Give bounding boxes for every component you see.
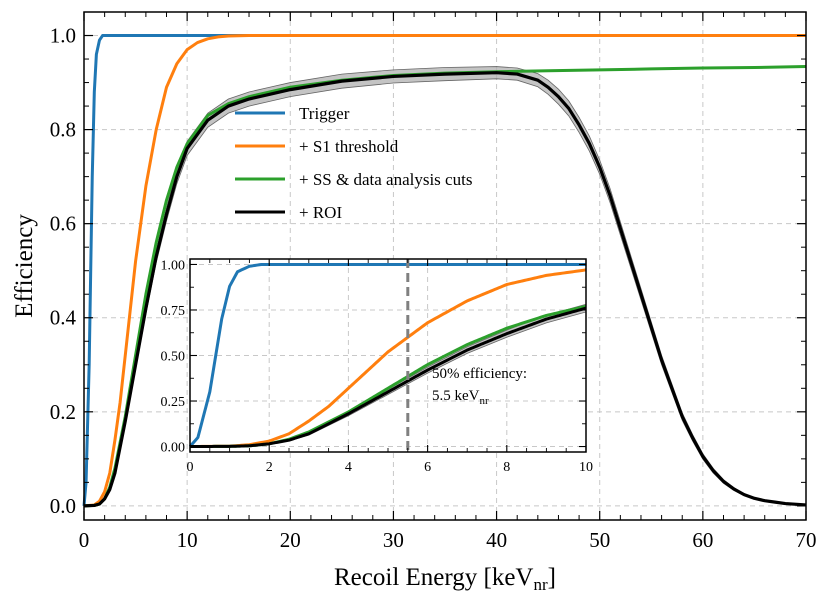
legend-trigger-label: Trigger [299, 104, 350, 123]
main-plot-frame [83, 11, 807, 521]
inset-xtick-label: 8 [503, 460, 510, 475]
inset-series [188, 262, 587, 449]
y-axis-label: Efficiency [11, 214, 38, 318]
main-xtick-label: 40 [486, 528, 507, 552]
main-ytick-label: 0.8 [50, 118, 76, 142]
legend-s1-threshold-label: + S1 threshold [299, 137, 399, 156]
trigger-line [82, 34, 806, 507]
main-xtick-label: 0 [79, 528, 90, 552]
main-ticks [83, 12, 807, 520]
x-axis-label: Recoil Energy [keVnr] [334, 564, 556, 594]
roi-line [83, 71, 807, 508]
legend-roi-label: + ROI [299, 203, 342, 222]
inset-roi-line [189, 306, 587, 449]
inset-annotation-sub: nr [480, 395, 490, 407]
main-ytick-label: 0.2 [50, 400, 76, 424]
main-xtick-label: 20 [280, 528, 301, 552]
main-ytick-label: 0.4 [50, 306, 77, 330]
inset-ticks [189, 259, 587, 452]
main-xtick-label: 60 [692, 528, 713, 552]
legend-ss-cuts-label: + SS & data analysis cuts [299, 170, 472, 189]
main-series [82, 34, 807, 508]
inset-xtick-label: 10 [579, 460, 593, 475]
x-axis-label-close: ] [548, 564, 556, 591]
main-xtick-label: 70 [796, 528, 817, 552]
inset-annotation-value: 5.5 keV [432, 388, 480, 404]
s1-threshold-line [83, 34, 806, 508]
inset-tick-labels: 0 2 4 6 8 10 0.00 0.25 0.50 0.75 1.00 [161, 258, 594, 475]
inset-ytick-label: 0.25 [161, 395, 186, 410]
inset-annotation-line2: 5.5 keVnr [432, 388, 489, 407]
main-xtick-label: 30 [383, 528, 404, 552]
inset-ytick-label: 0.00 [161, 441, 186, 456]
main-tick-labels: 0 10 20 30 40 50 60 700.00.20.40.60.81.0 [50, 24, 817, 552]
inset-trigger-line [188, 262, 586, 448]
inset-annotation-line1: 50% efficiency: [432, 366, 527, 382]
main-xtick-label: 10 [177, 528, 198, 552]
main-xtick-label: 50 [589, 528, 610, 552]
inset-xtick-label: 2 [266, 460, 273, 475]
inset-xtick-label: 0 [187, 460, 194, 475]
x-axis-label-text: Recoil Energy [keV [334, 564, 533, 591]
inset-ytick-label: 0.75 [161, 304, 186, 319]
inset-xtick-label: 4 [345, 460, 352, 475]
inset-xtick-label: 6 [424, 460, 431, 475]
inset-ytick-label: 0.50 [161, 350, 186, 365]
main-ytick-label: 0.6 [50, 212, 76, 236]
legend: Trigger + S1 threshold + SS & data analysi… [235, 104, 472, 222]
main-ytick-label: 0.0 [50, 494, 76, 518]
inset-s1-threshold-line [189, 268, 587, 449]
x-axis-label-sub: nr [533, 575, 548, 594]
inset-ytick-label: 1.00 [161, 258, 186, 273]
main-ytick-label: 1.0 [50, 24, 76, 48]
